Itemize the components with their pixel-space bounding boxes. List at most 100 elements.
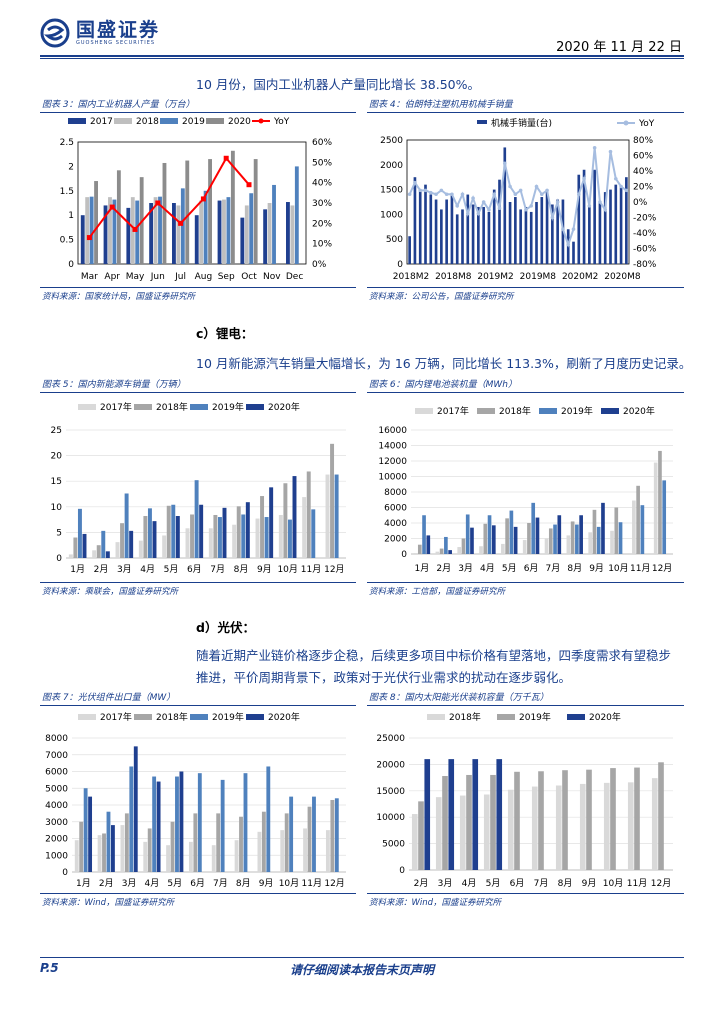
bar-2017年	[325, 474, 330, 558]
bar-2019	[112, 199, 117, 264]
bar-2018年	[284, 813, 289, 872]
bar-机械手销量(台)	[413, 177, 417, 264]
bar-机械手销量(台)	[408, 236, 411, 264]
bar-2018年	[147, 828, 152, 872]
legend-label: 2019年	[212, 401, 244, 413]
bar-2019年	[217, 517, 222, 558]
legend-label: 2020年	[623, 405, 655, 417]
x-tick-label: 10月	[603, 878, 623, 889]
y-tick-label: 4000	[45, 801, 68, 811]
bar-2018年	[439, 548, 444, 554]
yoy-point	[539, 192, 544, 197]
y-tick-label: 5	[56, 528, 62, 538]
legend-label: YoY	[638, 119, 655, 129]
footer-rule	[40, 957, 684, 958]
y2-tick-label: -20%	[633, 214, 657, 224]
bar-2018年	[548, 528, 553, 554]
fig7-source: 资料来源：Wind，国盛证券研究所	[42, 898, 175, 908]
fig4-source: 资料来源：公司公告，国盛证券研究所	[369, 292, 514, 302]
logo-mark-icon	[40, 18, 70, 48]
bar-2018年	[658, 450, 662, 554]
bar-2019年	[334, 798, 339, 872]
y-tick-label: 1000	[380, 210, 403, 220]
x-tick-label: 5月	[167, 878, 182, 889]
bar-2019年	[312, 796, 316, 872]
fig3-title-rule	[40, 112, 356, 113]
bar-2018年	[307, 806, 312, 872]
yoy-point	[487, 207, 491, 212]
bar-2017	[286, 202, 290, 264]
fig7-title: 图表 7：光伏组件出口量（MW）	[42, 693, 176, 703]
y-tick-label: 25000	[376, 734, 405, 744]
yoy-point	[178, 220, 184, 226]
x-tick-label: 5月	[486, 878, 501, 889]
fig3-chart: 0 0.5 1 1.5 2 2.5 Mar Apr May Jun Jul Aug Sep Oct Nov D…	[60, 117, 333, 282]
x-tick-label: 2018M8	[435, 272, 472, 282]
bar-2019年	[266, 766, 271, 872]
y2-tick-label: 0%	[312, 260, 327, 270]
yoy-point	[492, 192, 497, 197]
y2-tick-label: -80%	[633, 260, 657, 270]
bar-2018年	[592, 509, 597, 554]
bar-2019年	[444, 536, 448, 554]
y-tick-label: 2500	[380, 136, 403, 146]
bar-2018年	[459, 795, 466, 870]
bar-2020年	[535, 517, 540, 554]
fig7-source-rule	[40, 893, 356, 894]
bar-2018年	[417, 544, 422, 554]
bar-机械手销量(台)	[625, 177, 628, 264]
yoy-point	[418, 188, 423, 193]
y-tick-label: 10000	[376, 813, 405, 823]
bar-2017年	[162, 535, 167, 558]
bar-2020	[185, 160, 190, 264]
bar-2019年	[175, 776, 179, 872]
bar-2018年	[306, 471, 311, 558]
x-tick-label: 8月	[567, 563, 582, 574]
paragraph-ev: 10 月新能源汽车销量大幅增长，为 16 万辆，同比增长 113.3%，刷新了月…	[196, 356, 692, 371]
brand-logo: 国盛证券 GUOSHENG SECURITIES	[40, 18, 160, 48]
bar-2018年	[166, 505, 171, 558]
yoy-point	[550, 215, 555, 220]
bar-2018年	[614, 507, 619, 554]
bar-机械手销量(台)	[477, 206, 480, 264]
bar-2018	[222, 199, 226, 264]
bar-2020年	[491, 525, 496, 554]
x-tick-label: 1月	[76, 878, 91, 889]
bar-2017年	[138, 540, 143, 558]
x-tick-label: Apr	[104, 272, 120, 282]
x-tick-label: 4月	[462, 878, 477, 889]
legend-label: 2020	[228, 117, 251, 127]
bar-2020年	[133, 746, 138, 872]
legend-label: 2020年	[268, 401, 300, 413]
y-tick-label: 16000	[378, 426, 407, 436]
y-tick-label: 1	[68, 211, 74, 221]
fig6-title-rule	[367, 392, 684, 393]
bar-2018年	[102, 833, 106, 872]
bar-2018年	[330, 799, 335, 872]
bar-机械手销量(台)	[519, 209, 522, 264]
bar-2019年	[586, 769, 592, 870]
bar-2019年	[124, 493, 129, 558]
bar-机械手销量(台)	[445, 199, 448, 264]
y-tick-label: 20	[51, 452, 63, 462]
bar-机械手销量(台)	[492, 189, 496, 264]
legend-swatch	[68, 118, 86, 124]
x-tick-label: 2019M2	[477, 272, 513, 282]
bar-机械手销量(台)	[466, 194, 470, 264]
yoy-point	[513, 192, 518, 197]
plot-frame	[77, 141, 307, 265]
y-tick-label: 1.5	[60, 187, 74, 197]
legend-swatch	[601, 408, 619, 414]
x-tick-label: 6月	[187, 564, 202, 575]
bar-2019年	[197, 773, 202, 872]
x-tick-label: Aug	[195, 272, 213, 282]
yoy-point	[86, 235, 92, 241]
bar-2018年	[124, 813, 129, 872]
y-tick-label: 15000	[376, 787, 405, 797]
bar-2018年	[330, 443, 335, 558]
legend-swatch	[246, 404, 264, 410]
y-tick-label: 4000	[384, 519, 407, 529]
yoy-point	[132, 226, 138, 232]
bar-2019年	[610, 768, 616, 870]
y-tick-label: 2	[68, 162, 74, 172]
